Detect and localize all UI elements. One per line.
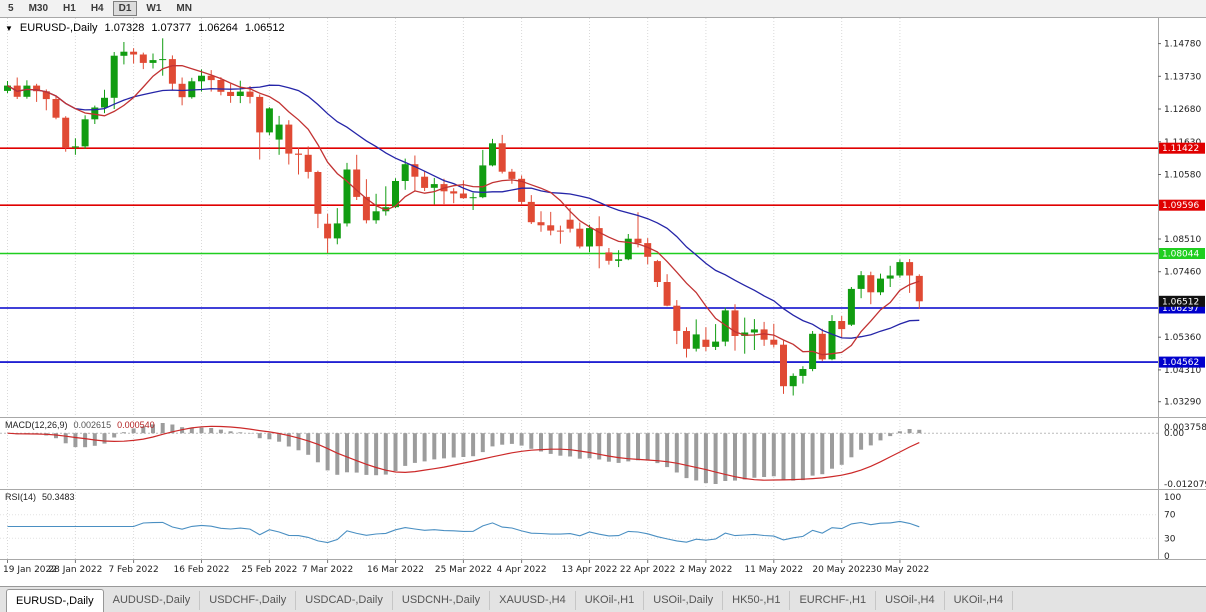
macd-panel: 0.00375840.00 -0.0120796 xyxy=(0,423,1206,490)
svg-text:20 May 2022: 20 May 2022 xyxy=(812,565,871,575)
chart-area: 19 Jan 2022 28 Jan 2022 7 Feb 2022 16 Feb 2… xyxy=(0,18,1206,586)
svg-text:16 Feb 2022: 16 Feb 2022 xyxy=(173,565,229,575)
svg-text:7 Mar 2022: 7 Mar 2022 xyxy=(302,565,353,575)
svg-text:30: 30 xyxy=(1164,534,1176,544)
rsi-line xyxy=(7,520,920,544)
svg-text:1.09596: 1.09596 xyxy=(1162,201,1199,211)
ma-slow-line xyxy=(7,84,920,339)
level-price-label xyxy=(1159,356,1205,368)
tab-usoil-daily[interactable]: USOil-,Daily xyxy=(644,591,724,610)
svg-text:13 Apr 2022: 13 Apr 2022 xyxy=(562,565,618,575)
svg-text:1.08510: 1.08510 xyxy=(1164,235,1201,245)
svg-text:100: 100 xyxy=(1164,493,1181,503)
svg-text:1.12680: 1.12680 xyxy=(1164,105,1201,115)
svg-text:1.08044: 1.08044 xyxy=(1162,250,1199,260)
svg-text:7 Feb 2022: 7 Feb 2022 xyxy=(108,565,158,575)
chart-tabbar: EURUSD-,Daily AUDUSD-,Daily USDCHF-,Daily U… xyxy=(0,586,1206,612)
timeframe-d1[interactable]: D1 xyxy=(112,1,138,16)
timeframe-h4[interactable]: H4 xyxy=(90,3,104,14)
timeframe-m30[interactable]: M30 xyxy=(28,3,49,14)
svg-text:0.0037584: 0.0037584 xyxy=(1164,423,1206,433)
tab-audusd-daily[interactable]: AUDUSD-,Daily xyxy=(104,591,201,610)
tab-eurusd-daily[interactable]: EURUSD-,Daily xyxy=(6,589,104,612)
svg-text:1.06512: 1.06512 xyxy=(1162,297,1199,307)
tab-usdcnh-daily[interactable]: USDCNH-,Daily xyxy=(393,591,491,610)
timeframe-h1[interactable]: H1 xyxy=(63,3,76,14)
tab-eurchf-h1[interactable]: EURCHF-,H1 xyxy=(790,591,877,610)
level-price-label xyxy=(1159,142,1205,154)
svg-text:1.13730: 1.13730 xyxy=(1164,72,1201,82)
svg-text:30 May 2022: 30 May 2022 xyxy=(871,565,930,575)
svg-text:1.11422: 1.11422 xyxy=(1162,144,1199,154)
svg-text:19 Jan 2022: 19 Jan 2022 xyxy=(3,565,57,575)
macd-signal-line xyxy=(7,425,920,481)
current-price-label xyxy=(1159,295,1205,307)
svg-text:25 Feb 2022: 25 Feb 2022 xyxy=(241,565,297,575)
tab-ukoil-h1[interactable]: UKOil-,H1 xyxy=(576,591,645,610)
svg-text:1.03290: 1.03290 xyxy=(1164,398,1201,408)
svg-text:70: 70 xyxy=(1164,511,1176,521)
svg-text:1.07460: 1.07460 xyxy=(1164,268,1201,278)
svg-text:11 May 2022: 11 May 2022 xyxy=(744,565,803,575)
svg-text:-0.0120796: -0.0120796 xyxy=(1164,480,1206,490)
timeframe-5[interactable]: 5 xyxy=(8,3,14,14)
level-lines xyxy=(0,147,1158,363)
ma-fast-line xyxy=(7,64,920,356)
svg-text:22 Apr 2022: 22 Apr 2022 xyxy=(620,565,676,575)
svg-text:1.04310: 1.04310 xyxy=(1164,366,1201,376)
price-axis: 1.147801.137301.126801.116301.105801.085… xyxy=(1158,40,1205,408)
tab-usoil-h4[interactable]: USOil-,H4 xyxy=(876,591,945,610)
svg-text:1.06297: 1.06297 xyxy=(1162,304,1199,314)
level-price-label xyxy=(1159,302,1205,314)
svg-text:28 Jan 2022: 28 Jan 2022 xyxy=(48,565,102,575)
tab-hk50-h1[interactable]: HK50-,H1 xyxy=(723,591,791,610)
svg-text:0.00: 0.00 xyxy=(1164,429,1184,439)
rsi-panel: 100 70 30 0 xyxy=(0,493,1181,562)
timeframe-mn[interactable]: MN xyxy=(176,3,192,14)
svg-text:2 May 2022: 2 May 2022 xyxy=(679,565,732,575)
tab-usdchf-daily[interactable]: USDCHF-,Daily xyxy=(200,591,297,610)
svg-text:1.04562: 1.04562 xyxy=(1162,358,1199,368)
level-price-label xyxy=(1159,248,1205,259)
svg-text:1.14780: 1.14780 xyxy=(1164,40,1201,50)
svg-text:4 Apr 2022: 4 Apr 2022 xyxy=(497,565,547,575)
svg-text:25 Mar 2022: 25 Mar 2022 xyxy=(435,565,492,575)
svg-text:1.05360: 1.05360 xyxy=(1164,333,1201,343)
svg-text:16 Mar 2022: 16 Mar 2022 xyxy=(367,565,424,575)
tab-usdcad-daily[interactable]: USDCAD-,Daily xyxy=(296,591,393,610)
timeframe-toolbar: 5 M30 H1 H4 D1 W1 MN xyxy=(0,0,1206,18)
svg-text:0: 0 xyxy=(1164,552,1170,562)
tab-xauusd-h4[interactable]: XAUUSD-,H4 xyxy=(490,591,576,610)
tab-ukoil-h4[interactable]: UKOil-,H4 xyxy=(945,591,1014,610)
timeframe-w1[interactable]: W1 xyxy=(146,3,162,14)
svg-text:1.10580: 1.10580 xyxy=(1164,171,1201,181)
level-price-label xyxy=(1159,199,1205,211)
